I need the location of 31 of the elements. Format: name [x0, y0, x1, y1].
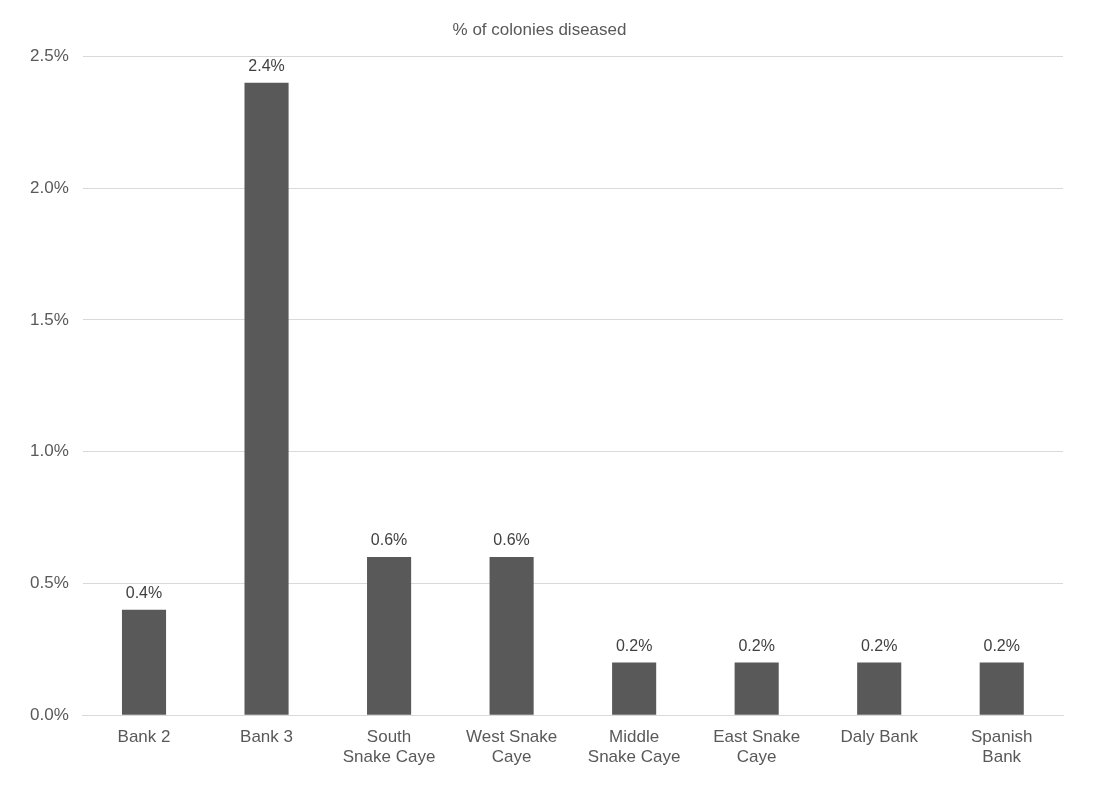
bar [489, 557, 534, 715]
x-tick-label: West Snake Caye [465, 727, 558, 767]
y-tick-label: 2.5% [30, 46, 69, 66]
x-tick-label: Bank 3 [240, 727, 294, 747]
y-tick-label: 0.5% [30, 573, 69, 593]
x-tick-label: South Snake Caye [342, 727, 436, 767]
y-tick-label: 2.0% [30, 177, 69, 197]
bar [734, 662, 779, 715]
data-label: 0.4% [125, 584, 163, 602]
x-tick-label: Bank 2 [117, 727, 171, 747]
bar [857, 662, 902, 715]
bar [244, 82, 289, 715]
x-tick-label: Daly Bank [840, 727, 919, 747]
bar [121, 609, 167, 715]
x-tick-label: Middle Snake Caye [587, 727, 681, 767]
bar [367, 557, 412, 715]
y-tick-label: 1.5% [30, 309, 69, 329]
data-label: 0.2% [615, 636, 653, 654]
bar [979, 662, 1024, 715]
chart-title: % of colonies diseased [452, 19, 627, 39]
data-label: 2.4% [248, 57, 285, 75]
data-label: 0.6% [370, 531, 408, 549]
data-label: 0.2% [983, 636, 1020, 654]
data-label: 0.2% [860, 636, 898, 654]
x-tick-label: Spanish Bank [971, 727, 1033, 767]
data-label: 0.6% [493, 531, 530, 549]
data-label: 0.2% [738, 636, 775, 654]
y-tick-label: 1.0% [30, 441, 69, 461]
bar [612, 662, 657, 715]
x-tick-label: East Snake Caye [713, 727, 801, 767]
y-tick-label: 0.0% [30, 704, 69, 724]
